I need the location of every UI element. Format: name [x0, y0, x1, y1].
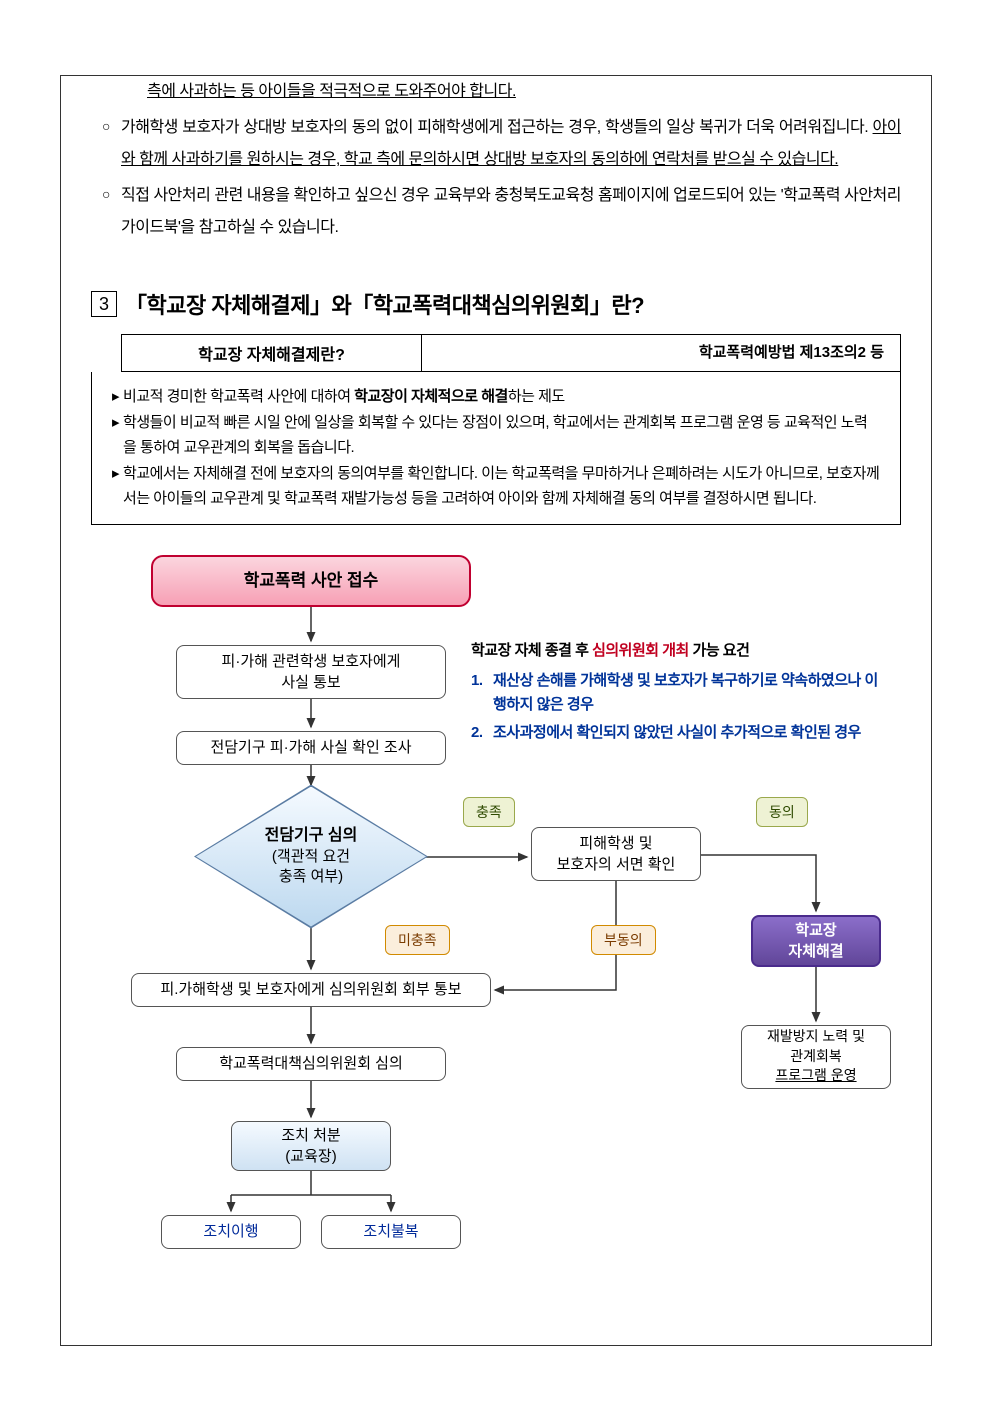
committee-label: 학교폭력대책심의위원회 심의: [219, 1053, 403, 1074]
node-invest-label: 전담기구 피·가해 사실 확인 조사: [210, 737, 411, 758]
subheader-right: 학교폭력예방법 제13조의2 등: [422, 335, 900, 371]
triangle-icon: ▸: [112, 410, 119, 436]
node-notify-l1: 피·가해 관련학생 보호자에게: [222, 651, 401, 672]
node-notify: 피·가해 관련학생 보호자에게 사실 통보: [176, 645, 446, 699]
confirm-l1: 피해학생 및: [579, 833, 652, 854]
node-comply: 조치이행: [161, 1215, 301, 1249]
node-action: 조치 처분 (교육장): [231, 1121, 391, 1171]
recover-l3: 프로그램 운영: [775, 1066, 856, 1086]
confirm-l2: 보호자의 서면 확인: [557, 854, 676, 875]
label-agree: 동의: [756, 797, 808, 827]
page-container: 측에 사과하는 등 아이들을 적극적으로 도와주어야 합니다. ○ 가해학생 보…: [60, 75, 932, 1346]
comply-label: 조치이행: [203, 1221, 258, 1242]
label-satisfy: 충족: [463, 797, 515, 827]
section-number: 3: [91, 291, 117, 317]
node-start-label: 학교폭력 사안 접수: [244, 569, 379, 593]
flowchart: 학교폭력 사안 접수 피·가해 관련학생 보호자에게 사실 통보 전담기구 피·…: [91, 555, 901, 1315]
desc-item-3: 학교에서는 자체해결 전에 보호자의 동의여부를 확인합니다. 이는 학교폭력을…: [123, 461, 880, 512]
sidebox-num-1: 1.: [471, 669, 493, 717]
label-unsatisfy: 미충족: [385, 925, 450, 955]
diamond-l1: 전담기구 심의: [265, 825, 358, 847]
action-l1: 조치 처분: [281, 1125, 340, 1146]
intro-bullet-2: 직접 사안처리 관련 내용을 확인하고 싶으신 경우 교육부와 충청북도교육청 …: [121, 180, 901, 244]
description-box: ▸ 비교적 경미한 학교폭력 사안에 대하여 학교장이 자체적으로 해결하는 제…: [91, 372, 901, 525]
sidebox-num-2: 2.: [471, 721, 493, 745]
intro-block: 측에 사과하는 등 아이들을 적극적으로 도와주어야 합니다. ○ 가해학생 보…: [91, 76, 901, 244]
diamond-l2: (객관적 요건: [272, 847, 350, 867]
node-investigate: 전담기구 피·가해 사실 확인 조사: [176, 731, 446, 765]
principal-l2: 자체해결: [788, 941, 843, 962]
node-principal: 학교장 자체해결: [751, 915, 881, 967]
intro-line0: 측에 사과하는 등 아이들을 적극적으로 도와주어야 합니다.: [147, 83, 516, 100]
desc-i1b: 학교장이 자체적으로 해결: [354, 388, 508, 405]
bullet-marker: ○: [91, 180, 121, 208]
intro-bullet-1: 가해학생 보호자가 상대방 보호자의 동의 없이 피해학생에게 접근하는 경우,…: [121, 112, 901, 176]
sidebox-hdr-c: 가능 요건: [689, 642, 750, 659]
sidebox-requirements: 학교장 자체 종결 후 심의위원회 개최 가능 요건 1.재산상 손해를 가해학…: [471, 639, 891, 745]
node-start: 학교폭력 사안 접수: [151, 555, 471, 607]
noncomply-label: 조치불복: [363, 1221, 418, 1242]
node-noncomply: 조치불복: [321, 1215, 461, 1249]
refer-label: 피.가해학생 및 보호자에게 심의위원회 회부 통보: [160, 979, 461, 1000]
node-refer: 피.가해학생 및 보호자에게 심의위원회 회부 통보: [131, 973, 491, 1007]
sidebox-hdr-a: 학교장 자체 종결 후: [471, 642, 592, 659]
bullet-marker: ○: [91, 112, 121, 140]
triangle-icon: ▸: [112, 461, 119, 487]
node-committee: 학교폭력대책심의위원회 심의: [176, 1047, 446, 1081]
desc-item-1: 비교적 경미한 학교폭력 사안에 대하여 학교장이 자체적으로 해결하는 제도: [123, 384, 565, 410]
subheader-row: 학교장 자체해결제란? 학교폭력예방법 제13조의2 등: [121, 334, 901, 372]
desc-i1c: 하는 제도: [508, 388, 565, 405]
node-confirm: 피해학생 및 보호자의 서면 확인: [531, 827, 701, 881]
section-title: 「학교장 자체해결제」와「학교폭력대책심의위원회」란?: [125, 288, 644, 320]
triangle-icon: ▸: [112, 384, 119, 410]
sidebox-item-1: 재산상 손해를 가해학생 및 보호자가 복구하기로 약속하였으나 이행하지 않은…: [493, 669, 891, 717]
sidebox-hdr-b: 심의위원회 개최: [592, 642, 689, 659]
node-notify-l2: 사실 통보: [281, 672, 340, 693]
sidebox-header: 학교장 자체 종결 후 심의위원회 개최 가능 요건: [471, 639, 891, 663]
subheader-left: 학교장 자체해결제란?: [122, 335, 422, 371]
principal-l1: 학교장: [795, 920, 836, 941]
action-l2: (교육장): [285, 1146, 336, 1167]
desc-i1a: 비교적 경미한 학교폭력 사안에 대하여: [123, 388, 354, 405]
sidebox-item-2: 조사과정에서 확인되지 않았던 사실이 추가적으로 확인된 경우: [493, 721, 861, 745]
recover-l1: 재발방지 노력 및: [767, 1027, 865, 1047]
section-header: 3 「학교장 자체해결제」와「학교폭력대책심의위원회」란?: [91, 288, 901, 320]
label-disagree: 부동의: [591, 925, 656, 955]
intro-b1a: 가해학생 보호자가 상대방 보호자의 동의 없이 피해학생에게 접근하는 경우,…: [121, 119, 873, 136]
diamond-l3: 충족 여부): [279, 867, 343, 887]
node-recover: 재발방지 노력 및 관계회복 프로그램 운영: [741, 1025, 891, 1089]
desc-item-2: 학생들이 비교적 빠른 시일 안에 일상을 회복할 수 있다는 장점이 있으며,…: [123, 410, 880, 461]
node-decision: 전담기구 심의 (객관적 요건 충족 여부): [196, 787, 426, 927]
recover-l2: 관계회복: [790, 1047, 842, 1067]
